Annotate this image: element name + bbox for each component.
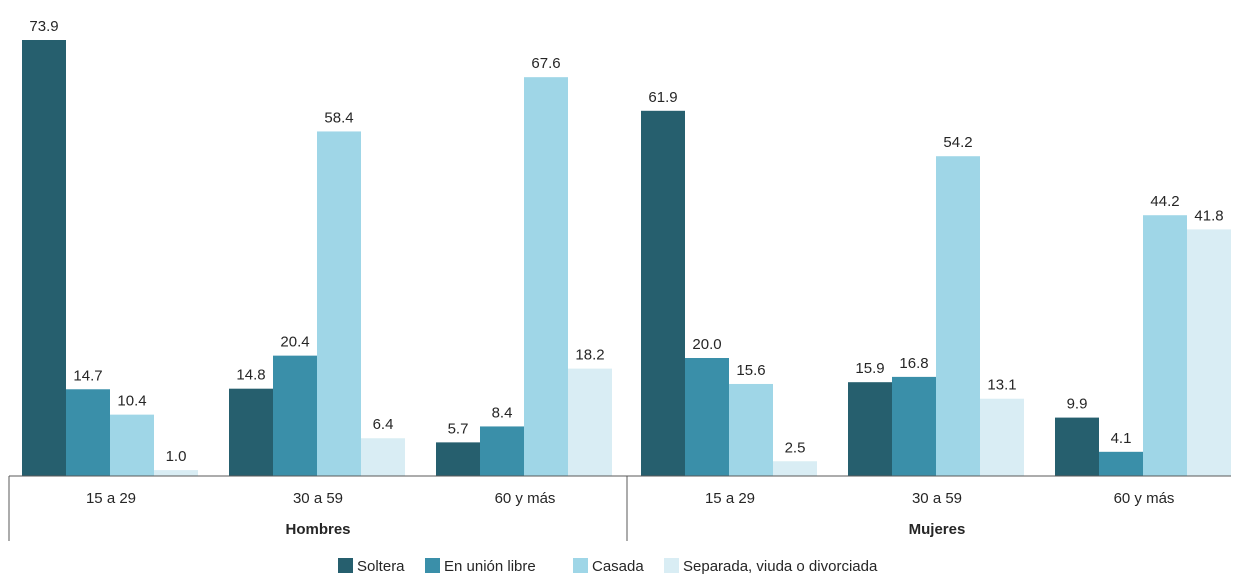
x-tick-label: 30 a 59: [293, 490, 343, 507]
bar-soltera-2: [436, 442, 480, 476]
legend-label: Separada, viuda o divorciada: [683, 558, 878, 575]
value-label: 15.9: [855, 360, 884, 377]
legend-swatch: [425, 558, 440, 573]
group-label: Hombres: [285, 521, 350, 538]
x-tick-label: 60 y más: [495, 490, 556, 507]
x-axis: [8, 475, 1231, 541]
bar-casada-5: [1143, 215, 1187, 476]
bar-soltera-0: [22, 40, 66, 476]
bar-en-uni-n-libre-0: [66, 389, 110, 476]
value-label: 9.9: [1067, 396, 1088, 413]
value-label: 10.4: [117, 393, 146, 410]
bar-en-uni-n-libre-1: [273, 355, 317, 476]
value-label: 16.8: [899, 355, 928, 372]
group-labels: Hombres Mujeres: [285, 521, 965, 538]
legend-swatch: [664, 558, 679, 573]
value-label: 6.4: [373, 416, 394, 433]
bar-separada-viuda-o-divorciada-0: [154, 470, 198, 476]
value-labels-layer: 73.9 14.8 5.7 61.9 15.9 9.9 14.7 20.4 8.4 20.0 16.…: [29, 18, 1223, 465]
legend-swatch: [573, 558, 588, 573]
bar-en-uni-n-libre-5: [1099, 451, 1143, 476]
x-tick-label: 15 a 29: [86, 490, 136, 507]
bar-casada-0: [110, 414, 154, 476]
legend-swatch: [338, 558, 353, 573]
group-label: Mujeres: [909, 521, 966, 538]
value-label: 73.9: [29, 18, 58, 35]
value-label: 58.4: [324, 109, 353, 126]
value-label: 20.0: [692, 336, 721, 353]
value-label: 14.8: [236, 367, 265, 384]
bar-soltera-5: [1055, 417, 1099, 476]
bars-layer: [22, 40, 1231, 477]
bar-en-uni-n-libre-4: [892, 376, 936, 476]
value-label: 14.7: [73, 367, 102, 384]
value-label: 41.8: [1194, 207, 1223, 224]
value-label: 5.7: [448, 420, 469, 437]
value-label: 44.2: [1150, 193, 1179, 210]
x-tick-label: 30 a 59: [912, 490, 962, 507]
bar-en-uni-n-libre-2: [480, 426, 524, 476]
bar-casada-3: [729, 383, 773, 476]
bar-separada-viuda-o-divorciada-3: [773, 461, 817, 476]
value-label: 2.5: [785, 439, 806, 456]
value-label: 61.9: [648, 89, 677, 106]
bar-casada-2: [524, 77, 568, 477]
bar-separada-viuda-o-divorciada-5: [1187, 229, 1231, 476]
value-label: 15.6: [736, 362, 765, 379]
x-tick-label: 15 a 29: [705, 490, 755, 507]
legend-label: En unión libre: [444, 558, 536, 575]
bar-soltera-1: [229, 388, 273, 476]
bar-soltera-4: [848, 382, 892, 476]
value-label: 1.0: [166, 448, 187, 465]
bar-separada-viuda-o-divorciada-4: [980, 398, 1024, 476]
value-label: 13.1: [987, 377, 1016, 394]
legend-label: Casada: [592, 558, 644, 575]
value-label: 8.4: [492, 404, 513, 421]
value-label: 67.6: [531, 55, 560, 72]
bar-separada-viuda-o-divorciada-2: [568, 368, 612, 476]
x-tick-labels: 15 a 29 30 a 59 60 y más 15 a 29 30 a 59 60 y…: [86, 490, 1174, 507]
bar-soltera-3: [641, 110, 685, 477]
legend: Soltera En unión libre Casada Separada, viu…: [338, 558, 878, 575]
legend-label: Soltera: [357, 558, 405, 575]
value-label: 20.4: [280, 334, 309, 351]
bar-casada-1: [317, 131, 361, 476]
value-label: 18.2: [575, 347, 604, 364]
value-label: 54.2: [943, 134, 972, 151]
value-label: 4.1: [1111, 430, 1132, 447]
bar-casada-4: [936, 156, 980, 476]
bar-separada-viuda-o-divorciada-1: [361, 438, 405, 476]
x-tick-label: 60 y más: [1114, 490, 1175, 507]
bar-en-uni-n-libre-3: [685, 358, 729, 476]
